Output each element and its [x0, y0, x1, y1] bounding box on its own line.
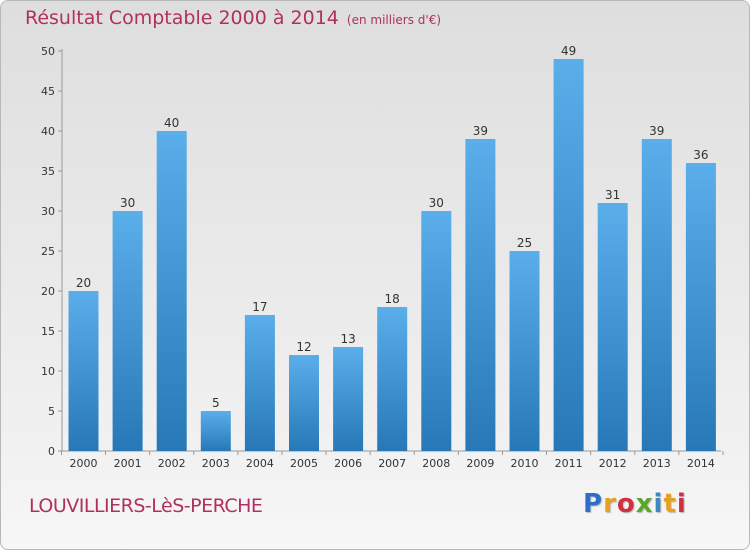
data-label: 25	[517, 236, 532, 250]
y-tick-label: 25	[41, 245, 55, 258]
y-tick-label: 5	[48, 405, 55, 418]
proxiti-logo: Proxiti	[583, 489, 687, 519]
y-tick-label: 50	[41, 45, 55, 58]
data-label: 12	[296, 340, 311, 354]
x-tick-label: 2002	[158, 457, 186, 470]
data-label: 5	[212, 396, 220, 410]
x-tick-label: 2003	[202, 457, 230, 470]
data-label: 39	[473, 124, 488, 138]
y-tick-label: 45	[41, 85, 55, 98]
x-tick-label: 2013	[643, 457, 671, 470]
bar	[421, 211, 452, 451]
location-label: LOUVILLIERS-LèS-PERCHE	[29, 495, 263, 517]
data-label: 31	[605, 188, 620, 202]
data-label: 13	[340, 332, 355, 346]
x-tick-label: 2001	[114, 457, 142, 470]
chart-subtitle: (en milliers d'€)	[346, 13, 442, 27]
chart-title-text: Résultat Comptable 2000 à 2014	[25, 7, 339, 29]
bar	[112, 211, 143, 451]
y-tick-label: 35	[41, 165, 55, 178]
bar	[68, 291, 99, 451]
data-label: 17	[252, 300, 267, 314]
data-label: 30	[429, 196, 444, 210]
data-label: 18	[385, 292, 400, 306]
bar	[465, 139, 496, 451]
x-tick-label: 2011	[555, 457, 583, 470]
x-tick-label: 2010	[511, 457, 539, 470]
y-tick-label: 0	[48, 445, 55, 458]
bar	[377, 307, 408, 451]
bar	[156, 131, 187, 451]
data-label: 39	[649, 124, 664, 138]
x-tick-label: 2004	[246, 457, 274, 470]
y-tick-label: 20	[41, 285, 55, 298]
x-tick-label: 2006	[334, 457, 362, 470]
x-tick-label: 2009	[466, 457, 494, 470]
y-tick-label: 10	[41, 365, 55, 378]
bar	[641, 139, 672, 451]
bar	[333, 347, 364, 451]
bar	[597, 203, 628, 451]
y-tick-label: 40	[41, 125, 55, 138]
x-tick-label: 2007	[378, 457, 406, 470]
data-label: 49	[561, 44, 576, 58]
x-tick-label: 2000	[70, 457, 98, 470]
data-label: 40	[164, 116, 179, 130]
bar	[509, 251, 540, 451]
x-tick-label: 2012	[599, 457, 627, 470]
bar	[553, 59, 584, 451]
x-tick-label: 2008	[422, 457, 450, 470]
bar	[289, 355, 319, 451]
chart-title: Résultat Comptable 2000 à 2014 (en millie…	[25, 7, 441, 29]
data-label: 36	[693, 148, 708, 162]
x-tick-label: 2014	[687, 457, 715, 470]
data-label: 30	[120, 196, 135, 210]
x-tick-label: 2005	[290, 457, 318, 470]
y-tick-label: 30	[41, 205, 55, 218]
bar	[685, 163, 716, 451]
bar	[244, 315, 275, 451]
y-tick-label: 15	[41, 325, 55, 338]
data-label: 20	[76, 276, 91, 290]
bar	[200, 411, 231, 451]
